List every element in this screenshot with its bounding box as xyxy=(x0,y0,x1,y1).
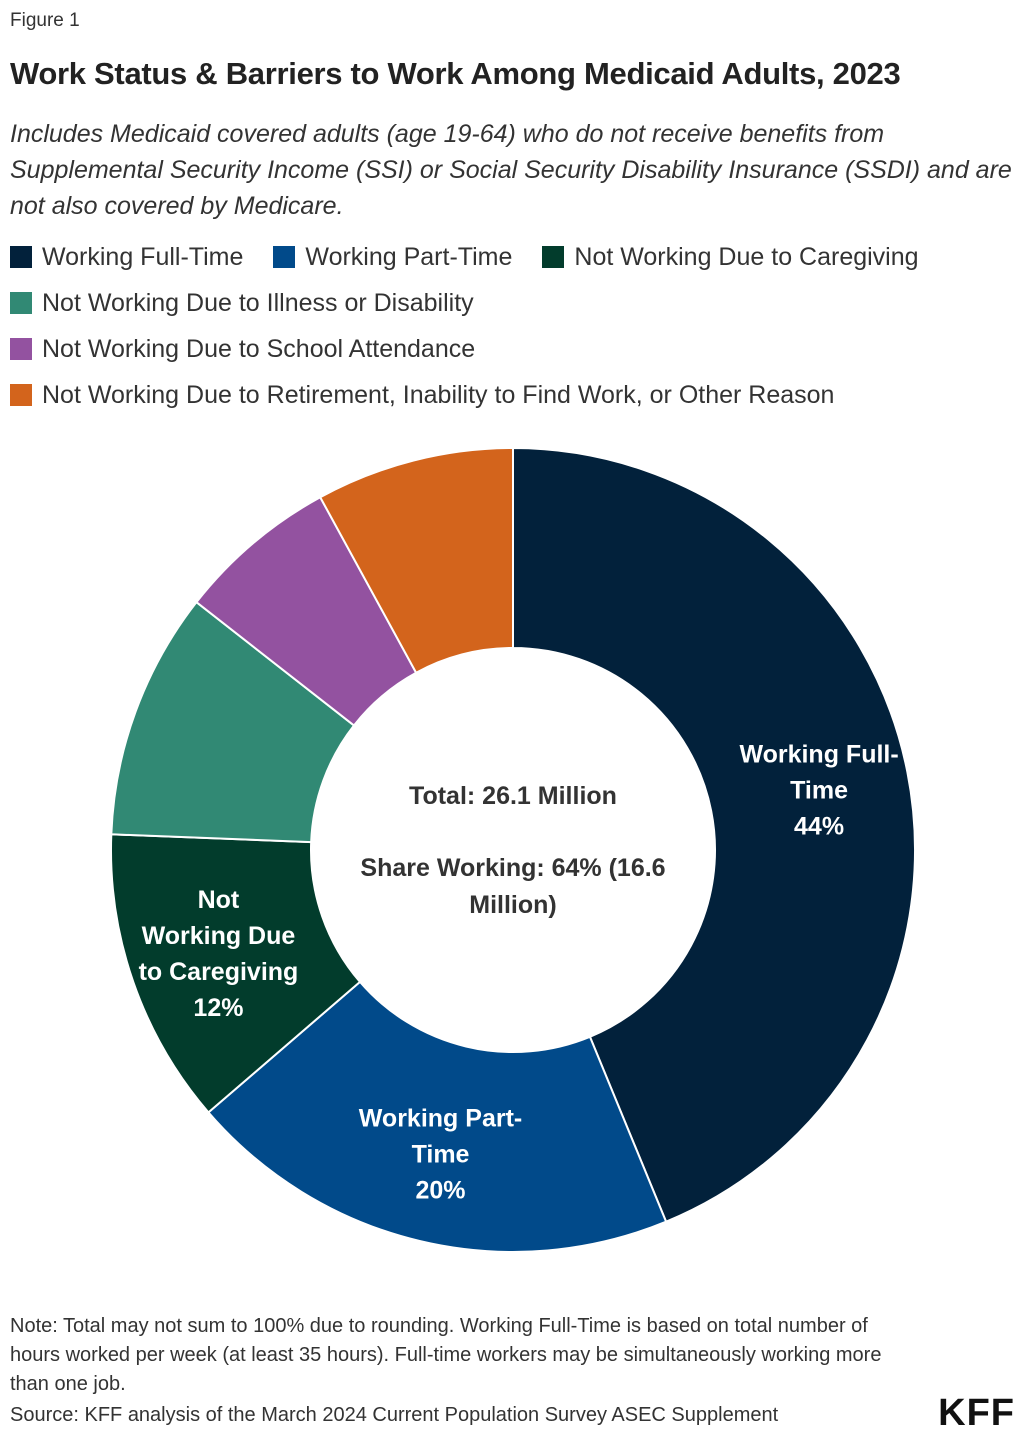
center-total-text: Total: 26.1 Million xyxy=(409,782,617,810)
donut-slice-working-full-time xyxy=(512,446,916,1224)
center-share-text-line2: Million) xyxy=(469,891,556,919)
donut-slice-not-working-due-to-retirement-inability-to-find-work-or-other-reason xyxy=(318,446,514,675)
legend-swatch xyxy=(273,246,296,268)
legend-item-school-attendance: Not Working Due to School Attendance xyxy=(10,332,475,366)
legend: Working Full-Time Working Part-Time Not … xyxy=(10,240,1025,412)
slice-value-label: 20% xyxy=(415,1176,465,1204)
slice-value-label: 44% xyxy=(794,812,844,840)
legend-item-retirement-other: Not Working Due to Retirement, Inability… xyxy=(10,378,834,412)
center-share-text-line1: Share Working: 64% (16.6 xyxy=(360,854,665,882)
legend-item-caregiving: Not Working Due to Caregiving xyxy=(542,240,919,274)
slice-name-label: Working Due xyxy=(142,922,296,950)
slice-name-label: Time xyxy=(412,1140,470,1168)
chart-source: Source: KFF analysis of the March 2024 C… xyxy=(10,1404,779,1426)
legend-label: Working Part-Time xyxy=(305,242,513,271)
chart-subtitle: Includes Medicaid covered adults (age 19… xyxy=(10,120,1012,220)
legend-label: Not Working Due to Retirement, Inability… xyxy=(42,380,835,409)
legend-swatch xyxy=(542,246,565,268)
legend-swatch xyxy=(10,338,32,360)
legend-item-illness-disability: Not Working Due to Illness or Disability xyxy=(10,286,474,320)
donut-slice-not-working-due-to-caregiving xyxy=(110,833,362,1114)
legend-item-working-part-time: Working Part-Time xyxy=(273,240,512,274)
donut-slice-not-working-due-to-illness-or-disability xyxy=(110,600,356,844)
legend-label: Not Working Due to Caregiving xyxy=(574,242,919,271)
legend-swatch xyxy=(10,384,32,406)
chart-title: Work Status & Barriers to Work Among Med… xyxy=(10,56,901,91)
legend-swatch xyxy=(10,246,32,268)
legend-label: Not Working Due to School Attendance xyxy=(42,334,476,363)
slice-value-label: 12% xyxy=(193,994,243,1022)
legend-swatch xyxy=(10,292,32,314)
kff-logo: KFF xyxy=(938,1392,1015,1434)
legend-label: Not Working Due to Illness or Disability xyxy=(42,288,474,317)
legend-item-working-full-time: Working Full-Time xyxy=(10,240,243,274)
donut-chart: Working Full- Time 44% Working Part- Time 20%… xyxy=(110,446,916,1253)
chart-note: Note: Total may not sum to 100% due to r… xyxy=(10,1315,882,1395)
slice-name-label: Not xyxy=(198,886,240,914)
legend-label: Working Full-Time xyxy=(42,242,244,271)
donut-slice-working-part-time xyxy=(207,980,668,1253)
slice-name-label: Working Part- xyxy=(359,1104,522,1132)
slice-labels: Working Full- Time 44% Working Part- Time 20%… xyxy=(139,740,899,1204)
slice-name-label: Working Full- xyxy=(739,740,898,768)
figure-label: Figure 1 xyxy=(10,10,80,31)
slice-name-label: Time xyxy=(790,776,848,804)
donut-slices xyxy=(110,446,916,1253)
slice-name-label: to Caregiving xyxy=(139,958,299,986)
